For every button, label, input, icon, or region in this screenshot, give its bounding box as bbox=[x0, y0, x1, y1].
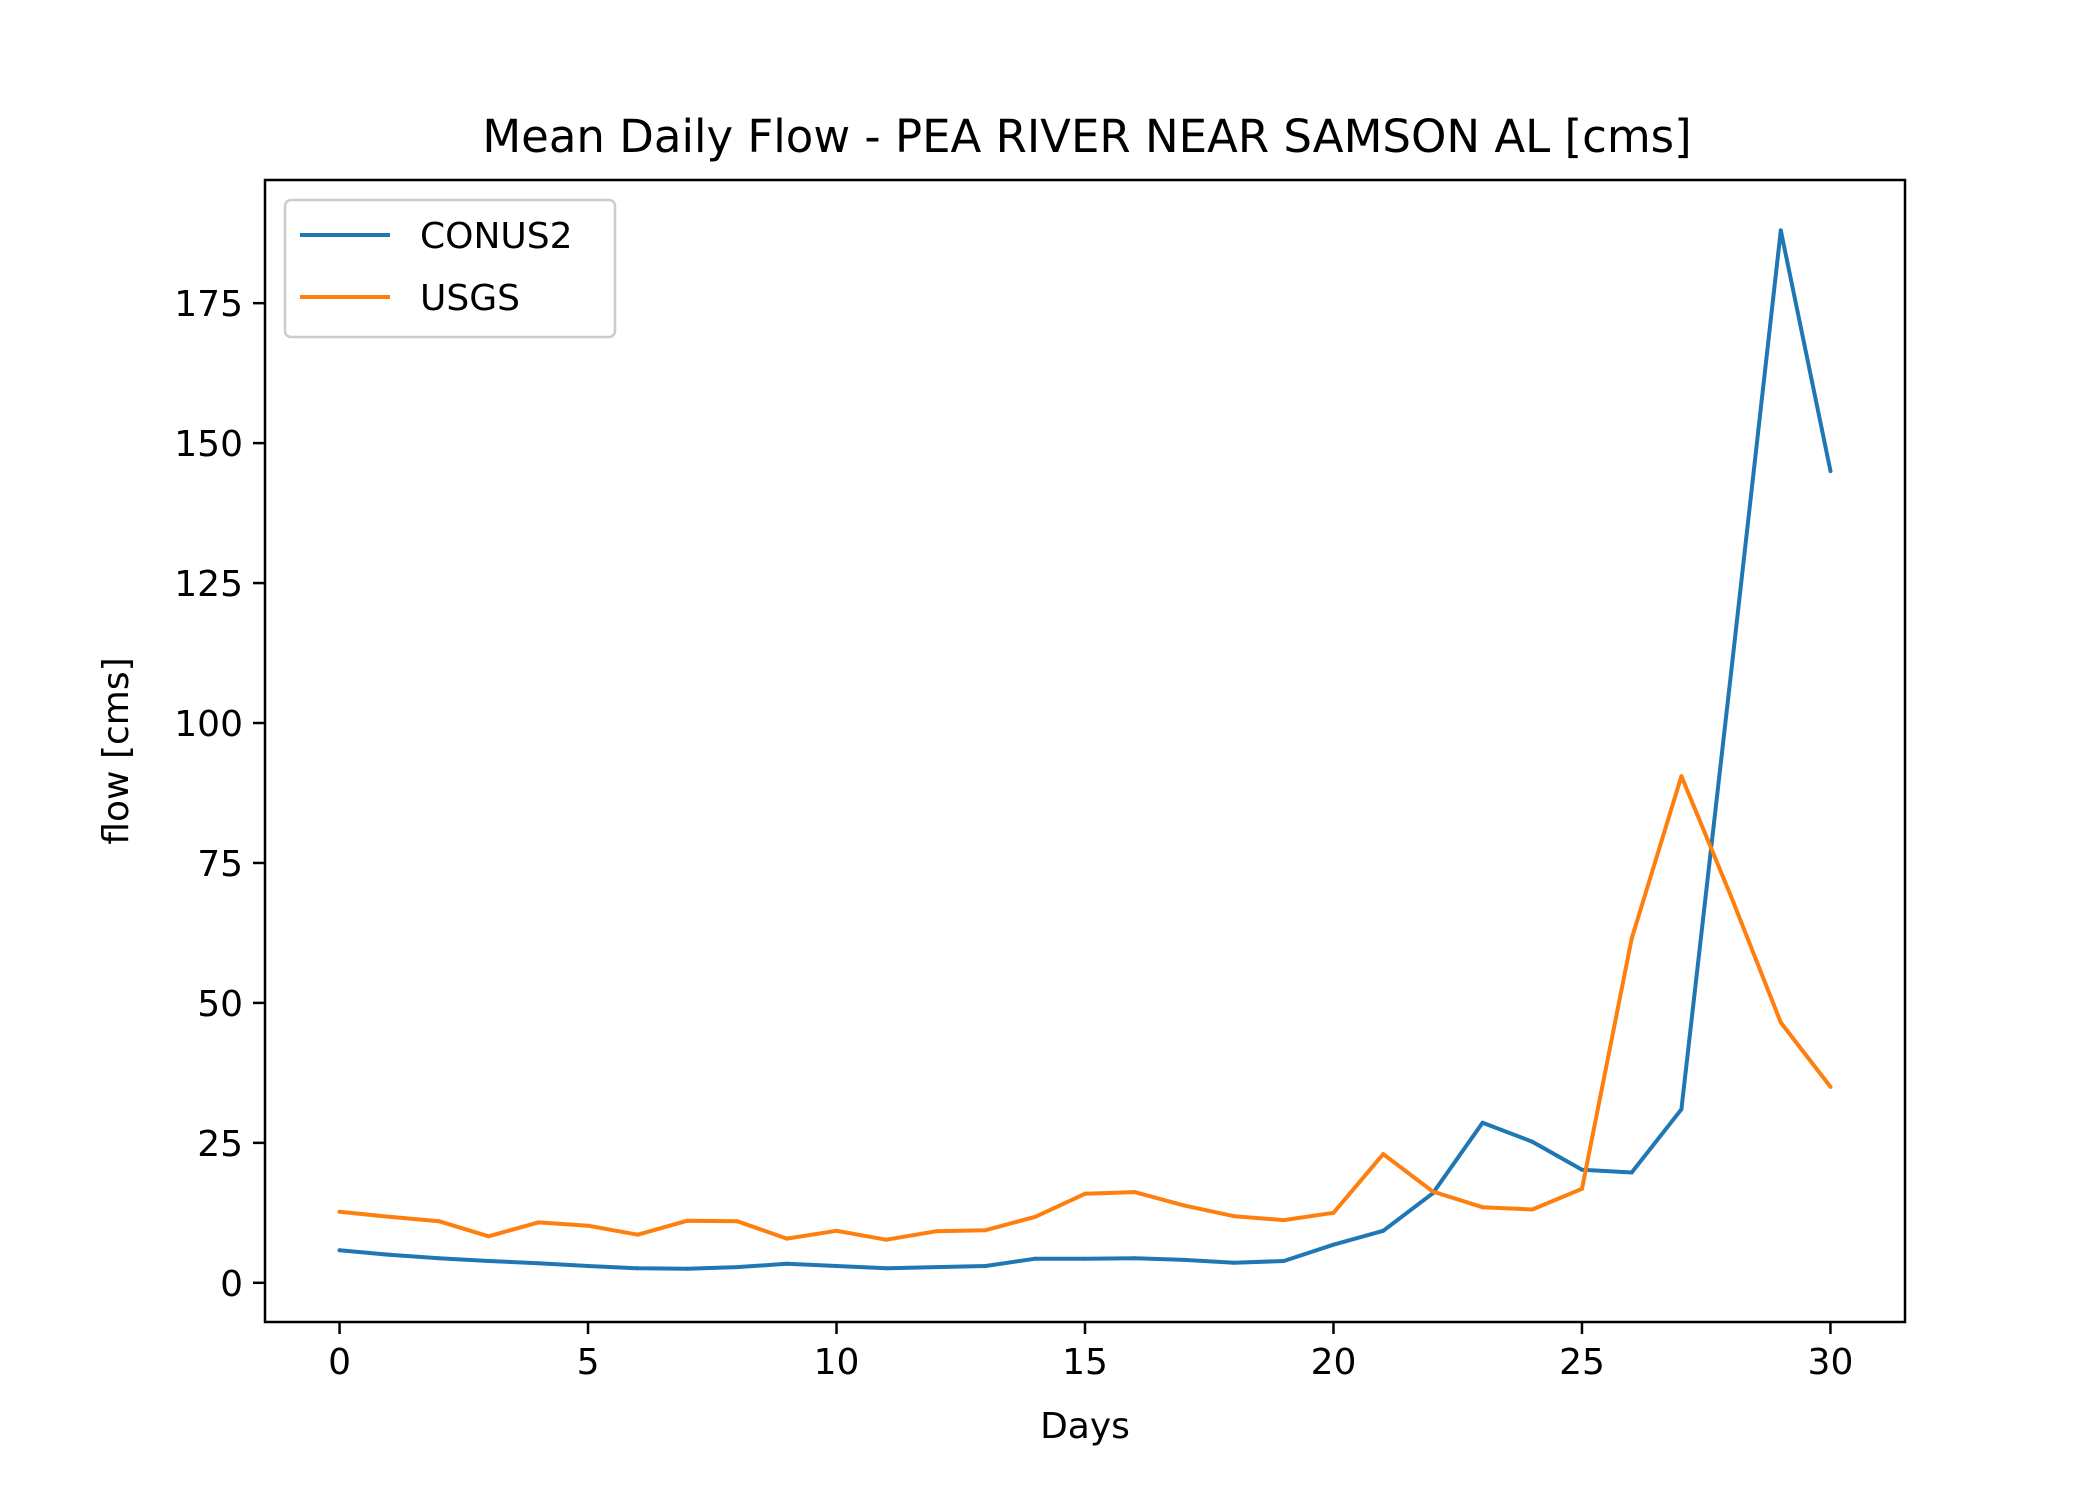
x-tick-label: 20 bbox=[1311, 1342, 1357, 1383]
y-tick-label: 75 bbox=[197, 844, 243, 885]
y-tick-label: 175 bbox=[174, 284, 243, 325]
data-point-usgs bbox=[586, 1223, 590, 1228]
chart-title: Mean Daily Flow - PEA RIVER NEAR SAMSON … bbox=[482, 110, 1691, 163]
data-point-conus2 bbox=[1232, 1260, 1237, 1265]
data-point-usgs bbox=[1381, 1152, 1386, 1157]
data-point-conus2 bbox=[884, 1266, 889, 1271]
data-point-usgs bbox=[1331, 1210, 1336, 1215]
data-point-conus2 bbox=[1778, 228, 1783, 233]
data-point-conus2 bbox=[586, 1264, 590, 1268]
data-point-conus2 bbox=[1629, 1170, 1634, 1175]
data-point-conus2 bbox=[337, 1248, 342, 1253]
data-point-conus2 bbox=[735, 1265, 740, 1270]
data-point-usgs bbox=[387, 1214, 392, 1219]
x-axis-label: Days bbox=[1040, 1406, 1130, 1447]
data-point-conus2 bbox=[536, 1261, 541, 1266]
y-tick-label: 150 bbox=[174, 424, 243, 465]
data-point-conus2 bbox=[1828, 469, 1833, 474]
data-point-usgs bbox=[1629, 936, 1634, 941]
y-tick-label: 125 bbox=[174, 564, 243, 605]
data-point-conus2 bbox=[635, 1266, 640, 1271]
series-points-conus2 bbox=[337, 228, 1833, 1271]
data-point-usgs bbox=[1281, 1218, 1286, 1223]
legend-label-conus2: CONUS2 bbox=[420, 216, 573, 257]
data-point-conus2 bbox=[1132, 1256, 1137, 1261]
y-axis-ticks: 0 25 50 75 100 125 150 175 bbox=[174, 284, 265, 1305]
data-point-usgs bbox=[436, 1219, 441, 1224]
x-tick-label: 30 bbox=[1808, 1342, 1854, 1383]
y-tick-label: 25 bbox=[197, 1124, 243, 1165]
data-point-usgs bbox=[1480, 1205, 1485, 1210]
data-point-usgs bbox=[536, 1220, 541, 1225]
data-point-conus2 bbox=[1033, 1256, 1038, 1261]
data-point-usgs bbox=[1182, 1203, 1187, 1208]
data-point-usgs bbox=[1828, 1084, 1833, 1089]
data-point-usgs bbox=[337, 1209, 342, 1214]
data-point-conus2 bbox=[784, 1261, 789, 1266]
data-point-usgs bbox=[1132, 1190, 1137, 1195]
data-point-conus2 bbox=[1480, 1120, 1485, 1125]
data-point-conus2 bbox=[834, 1264, 839, 1268]
x-axis-ticks: 0 5 10 15 20 25 30 bbox=[328, 1322, 1853, 1383]
data-point-usgs bbox=[1430, 1189, 1435, 1194]
data-point-usgs bbox=[834, 1228, 839, 1233]
data-point-usgs bbox=[884, 1237, 889, 1242]
data-point-conus2 bbox=[486, 1259, 491, 1263]
series-layer bbox=[337, 228, 1833, 1271]
data-point-conus2 bbox=[1729, 670, 1734, 675]
data-point-conus2 bbox=[685, 1266, 690, 1271]
data-point-conus2 bbox=[1679, 1107, 1684, 1112]
data-point-usgs bbox=[1580, 1186, 1584, 1191]
data-point-conus2 bbox=[436, 1256, 441, 1261]
data-point-usgs bbox=[735, 1219, 740, 1224]
data-point-usgs bbox=[1232, 1214, 1237, 1219]
data-point-conus2 bbox=[983, 1264, 988, 1268]
legend: CONUS2 USGS bbox=[283, 198, 617, 339]
data-point-conus2 bbox=[1083, 1256, 1087, 1261]
y-tick-label: 0 bbox=[220, 1264, 243, 1305]
y-tick-label: 100 bbox=[174, 704, 243, 745]
data-point-usgs bbox=[1083, 1191, 1087, 1196]
y-axis-label: flow [cms] bbox=[96, 657, 137, 844]
data-point-conus2 bbox=[933, 1265, 938, 1270]
data-point-usgs bbox=[635, 1232, 640, 1237]
x-tick-label: 5 bbox=[577, 1342, 600, 1383]
data-point-usgs bbox=[685, 1218, 690, 1223]
data-point-usgs bbox=[1679, 774, 1684, 779]
series-points-usgs bbox=[337, 774, 1833, 1242]
y-tick-label: 50 bbox=[197, 984, 243, 1025]
data-point-usgs bbox=[784, 1236, 789, 1241]
data-point-conus2 bbox=[1530, 1139, 1535, 1144]
data-point-usgs bbox=[1778, 1020, 1783, 1025]
x-tick-label: 10 bbox=[814, 1342, 860, 1383]
data-point-conus2 bbox=[1580, 1167, 1584, 1172]
data-point-usgs bbox=[933, 1229, 938, 1234]
x-tick-label: 15 bbox=[1062, 1342, 1108, 1383]
data-point-usgs bbox=[486, 1234, 491, 1239]
data-point-usgs bbox=[983, 1228, 988, 1233]
x-tick-label: 25 bbox=[1559, 1342, 1605, 1383]
data-point-conus2 bbox=[1182, 1257, 1187, 1262]
data-point-usgs bbox=[1729, 894, 1734, 899]
data-point-conus2 bbox=[1281, 1259, 1286, 1263]
data-point-conus2 bbox=[1381, 1228, 1386, 1233]
data-point-conus2 bbox=[1331, 1242, 1336, 1247]
legend-label-usgs: USGS bbox=[420, 278, 520, 319]
x-tick-label: 0 bbox=[328, 1342, 351, 1383]
data-point-conus2 bbox=[387, 1252, 392, 1257]
data-point-usgs bbox=[1530, 1207, 1535, 1212]
data-point-usgs bbox=[1033, 1214, 1038, 1219]
